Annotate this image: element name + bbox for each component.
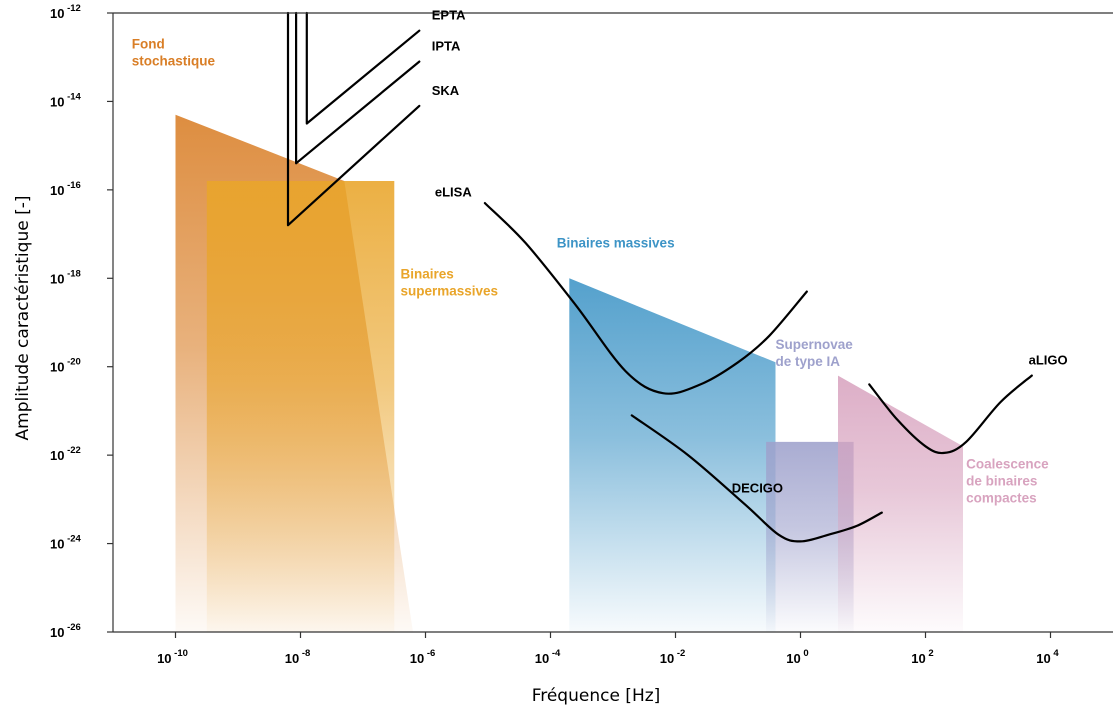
y-tick-label: 10 -14 — [50, 91, 82, 109]
curve-label-epta: EPTA — [432, 8, 466, 23]
x-tick-label: 10 -10 — [157, 648, 188, 666]
y-tick-label: 10 -26 — [50, 622, 81, 640]
region-supernovae-type-ia — [766, 441, 854, 632]
x-tick-label: 10 0 — [786, 648, 808, 666]
y-tick-label: 10 -18 — [50, 268, 81, 286]
x-tick-label: 10 -2 — [660, 648, 686, 666]
curve-ska — [286, 11, 421, 227]
x-axis-title: Fréquence [Hz] — [532, 686, 661, 706]
curve-label-aligo: aLIGO — [1029, 353, 1068, 368]
x-tick-label: 10 -6 — [410, 648, 436, 666]
region-label-coalescence-binaires-compactes: Coalescence de binaires compactes — [966, 456, 1049, 505]
y-tick-label: 10 -24 — [50, 534, 82, 552]
curve-epta — [305, 11, 421, 125]
curve-label-elisa: eLISA — [435, 184, 472, 199]
y-tick-label: 10 -16 — [50, 180, 81, 198]
region-binaires-supermassives — [206, 181, 395, 632]
curve-label-ipta: IPTA — [432, 39, 461, 54]
y-tick-label: 10 -22 — [50, 445, 81, 463]
curve-aligo — [868, 374, 1033, 455]
region-label-fond-stochastique: Fond stochastique — [132, 36, 216, 68]
labels-layer: Fond stochastique Binaires supermassives Bin… — [132, 8, 1068, 506]
region-label-binaires-supermassives: Binaires supermassives — [401, 266, 499, 298]
curve-label-ska: SKA — [432, 83, 460, 98]
y-tick-label: 10 -20 — [50, 357, 81, 375]
regions-layer — [175, 114, 963, 632]
y-tick-label: 10 -12 — [50, 3, 81, 21]
region-binaires-massives — [569, 278, 776, 632]
region-coalescence-binaires-compactes — [838, 375, 963, 632]
axes-layer: 10 -10 10 -8 10 -6 10 -4 10 -2 10 0 10 2 10 4 10… — [50, 3, 1113, 666]
x-tick-label: 10 4 — [1036, 648, 1059, 666]
region-label-supernovae-type-ia: Supernovae de type IA — [776, 337, 854, 369]
curve-label-decigo: DECIGO — [732, 481, 783, 496]
curve-ipta — [295, 11, 421, 165]
curve-decigo — [630, 414, 883, 543]
x-tick-label: 10 -8 — [285, 648, 311, 666]
curve-elisa — [483, 202, 808, 395]
x-tick-label: 10 -4 — [535, 648, 561, 666]
region-label-binaires-massives: Binaires massives — [557, 235, 675, 250]
curves-layer — [286, 11, 1033, 543]
x-tick-label: 10 2 — [911, 648, 933, 666]
y-axis-title: Amplitude caractéristique [-] — [13, 196, 33, 441]
